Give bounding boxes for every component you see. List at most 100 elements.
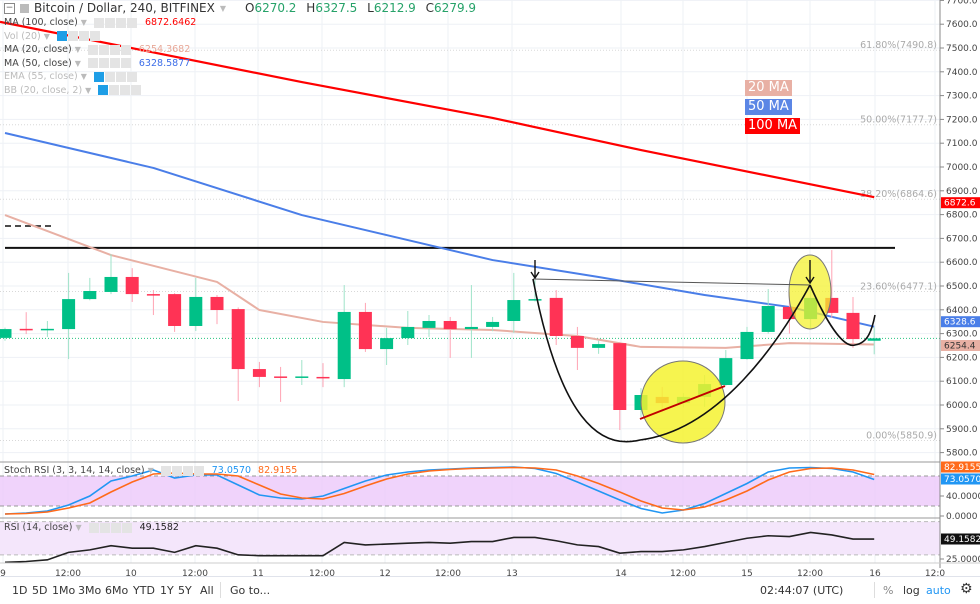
auto-scale-button[interactable]: auto [926,584,951,597]
indicator-name[interactable]: MA (50, close) [4,57,72,69]
close-icon[interactable] [121,522,132,533]
indicator-row[interactable]: MA (20, close) ▼ 6254.3682 [4,43,482,57]
chevron-down-icon[interactable]: ▼ [85,85,92,95]
eye-icon[interactable] [160,465,171,476]
indicator-row[interactable]: MA (100, close) ▼ 6872.6462 [4,16,482,30]
eye-icon[interactable] [93,17,104,28]
indicator-controls[interactable] [160,465,204,476]
arrow-down-icon[interactable] [805,260,815,285]
chevron-down-icon[interactable]: ▼ [74,45,81,55]
time-axis[interactable]: 9 12:00 10 12:00 11 12:00 12 12:00 13 14 12:00 15 12… [0,562,980,579]
gear-icon[interactable] [104,17,115,28]
chevron-down-icon[interactable]: ▼ [74,58,81,68]
range-button-ytd[interactable]: YTD [133,584,155,597]
eye-icon[interactable] [88,522,99,533]
indicator-name[interactable]: BB (20, close, 2) [4,84,83,96]
goto-button[interactable]: Go to... [230,584,271,597]
range-button-1d[interactable]: 1D [12,584,28,597]
gear-icon[interactable] [67,31,78,42]
symbol-title[interactable]: Bitcoin / Dollar, 240, BITFINEX [34,1,215,15]
gear-icon[interactable] [171,465,182,476]
indicator-row[interactable]: EMA (55, close) ▼ [4,70,482,84]
pattern-drawings[interactable] [530,254,876,444]
range-button-1mo[interactable]: 1Mo [52,584,76,597]
plus-icon[interactable] [115,71,126,82]
plus-icon[interactable] [115,17,126,28]
gear-icon[interactable] [99,522,110,533]
plus-icon[interactable] [78,31,89,42]
gear-icon[interactable] [98,58,109,69]
chevron-down-icon[interactable]: ▼ [219,3,226,13]
handle-curve[interactable] [809,284,876,347]
eye-icon[interactable] [87,44,98,55]
range-button-all[interactable]: All [200,584,214,597]
range-button-1y[interactable]: 1Y [160,584,174,597]
plus-icon[interactable] [110,522,121,533]
close-icon[interactable] [131,85,142,96]
candle-body [380,338,394,350]
indicator-controls[interactable] [93,17,137,28]
drawings[interactable] [0,225,940,339]
trend-line[interactable] [639,385,726,420]
highlight-circle[interactable] [788,254,832,330]
close-icon[interactable] [126,17,137,28]
indicator-controls[interactable] [98,85,142,96]
axis-label: 7500.0 [946,44,978,54]
close-icon[interactable] [120,58,131,69]
gear-icon[interactable] [104,71,115,82]
eye-icon[interactable] [56,31,67,42]
plus-icon[interactable] [109,44,120,55]
collapse-icon[interactable]: − [4,2,15,14]
indicator-name[interactable]: MA (100, close) [4,17,78,29]
cup-curve[interactable] [532,278,811,443]
chevron-down-icon[interactable]: ▼ [80,72,87,82]
range-button-3mo[interactable]: 3Mo [78,584,102,597]
close-icon[interactable] [89,31,100,42]
indicator-name[interactable]: EMA (55, close) [4,71,78,83]
candle-body [867,338,881,341]
close-icon[interactable] [120,44,131,55]
indicator-row[interactable]: MA (50, close) ▼ 6328.5877 [4,57,482,71]
plus-icon[interactable] [109,58,120,69]
percent-scale-button[interactable]: % [883,584,894,597]
indicator-name[interactable]: Vol (20) [4,30,41,42]
candle-body [189,296,203,326]
indicator-controls[interactable] [87,44,131,55]
annotation-100ma[interactable]: 100 MA [745,118,801,134]
indicator-controls[interactable] [93,71,137,82]
indicator-row[interactable]: BB (20, close, 2) ▼ [4,84,482,98]
indicator-controls[interactable] [88,522,132,533]
rsi-name[interactable]: RSI (14, close) [4,522,73,533]
indicator-row[interactable]: Vol (20) ▼ [4,30,482,44]
neckline[interactable] [532,278,811,286]
plus-icon[interactable] [182,465,193,476]
gear-icon[interactable] [98,44,109,55]
eye-icon[interactable] [93,71,104,82]
close-icon[interactable] [126,71,137,82]
eye-icon[interactable] [87,58,98,69]
annotation-20ma[interactable]: 20 MA [745,80,792,96]
eye-icon[interactable] [98,85,109,96]
arrow-down-icon[interactable] [530,260,540,280]
chevron-down-icon[interactable]: ▼ [80,18,87,28]
fib-level-label: 50.00%(7177.7) [860,115,937,126]
indicator-controls[interactable] [56,31,100,42]
range-button-5y[interactable]: 5Y [178,584,192,597]
chevron-down-icon[interactable]: ▼ [43,31,50,41]
chevron-down-icon[interactable]: ▼ [75,523,82,532]
gear-icon[interactable] [109,85,120,96]
axis-label: 5800.0 [946,449,978,459]
close-icon[interactable] [193,465,204,476]
stoch-rsi-name[interactable]: Stoch RSI (3, 3, 14, 14, close) [4,465,145,476]
annotation-50ma[interactable]: 50 MA [745,99,792,115]
indicator-name[interactable]: MA (20, close) [4,44,72,56]
plus-icon[interactable] [120,85,131,96]
price-axis[interactable]: 7700.0 7600.0 7500.0 7400.0 7300.0 7200.0 7100… [939,0,980,568]
log-scale-button[interactable]: log [903,584,920,597]
chevron-down-icon[interactable]: ▼ [147,466,154,475]
gear-icon[interactable]: ⚙ [960,581,973,597]
indicator-controls[interactable] [87,58,131,69]
range-button-6mo[interactable]: 6Mo [105,584,129,597]
range-button-5d[interactable]: 5D [32,584,48,597]
